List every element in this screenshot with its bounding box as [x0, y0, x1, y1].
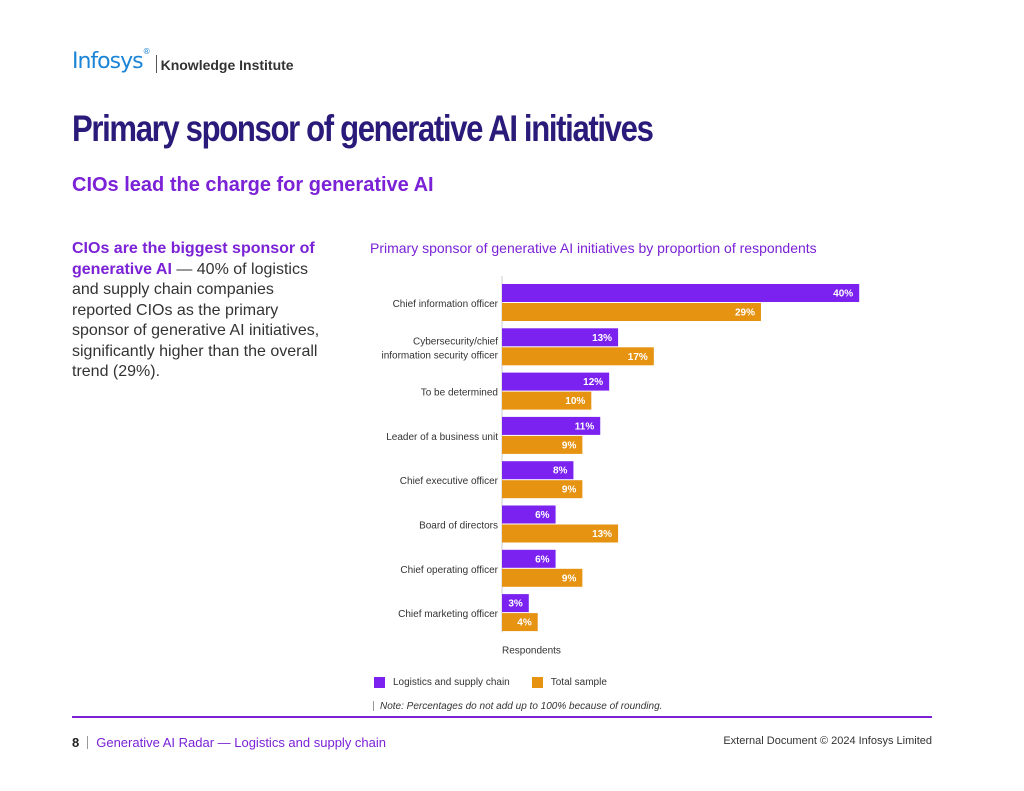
bar-0-6 — [502, 549, 556, 568]
sub-brand: Knowledge Institute — [160, 57, 294, 73]
bar-label-1-2: 10% — [565, 396, 585, 407]
legend-swatch-total — [531, 677, 543, 688]
page-subtitle: CIOs lead the charge for generative AI — [72, 174, 434, 196]
category-label-3: Leader of a business unit — [386, 432, 498, 443]
legend-item-logistics: Logistics and supply chain — [374, 677, 510, 688]
bar-1-2 — [502, 391, 592, 410]
bar-0-0 — [502, 284, 860, 302]
bar-0-5 — [502, 505, 556, 524]
footer-rule — [72, 716, 932, 718]
bar-1-4 — [502, 480, 583, 499]
x-axis-label: Respondents — [502, 645, 561, 656]
legend-label-logistics: Logistics and supply chain — [393, 677, 510, 688]
chart-title: Primary sponsor of generative AI initiat… — [370, 240, 817, 256]
brand-name: Infosys® — [72, 46, 151, 74]
legend-label-total: Total sample — [550, 677, 607, 688]
logo-divider — [155, 55, 157, 73]
bar-0-4 — [502, 461, 574, 480]
bar-label-1-5: 13% — [592, 529, 612, 540]
bar-label-0-6: 6% — [535, 554, 550, 565]
body-lead: CIOs are the biggest sponsor of generati… — [72, 240, 315, 278]
bar-0-2 — [502, 372, 610, 391]
bar-label-1-3: 9% — [562, 440, 577, 451]
bar-chart: 40% 29% Chief information officer 13% 17% Cyb… — [381, 276, 860, 656]
page-title: Primary sponsor of generative AI initiat… — [72, 108, 654, 149]
category-label-2: To be determined — [421, 388, 498, 399]
bar-label-1-6: 9% — [562, 573, 577, 584]
footer-divider — [87, 736, 89, 749]
legend-item-total: Total sample — [531, 677, 607, 688]
bar-1-5 — [502, 524, 619, 543]
page-number: 8 — [72, 735, 80, 750]
bar-label-1-7: 4% — [517, 618, 532, 629]
category-label-5: Board of directors — [419, 521, 498, 532]
bar-1-7 — [502, 613, 538, 632]
note-divider — [373, 701, 374, 712]
bar-0-1 — [502, 328, 619, 347]
bar-label-0-1: 13% — [592, 333, 612, 344]
bar-1-0 — [502, 303, 761, 321]
bar-1-6 — [502, 568, 583, 587]
bar-label-0-5: 6% — [535, 510, 550, 521]
category-label-6: Chief operating officer — [400, 565, 498, 576]
bar-label-0-2: 12% — [583, 377, 603, 388]
category-label-7: Chief marketing officer — [398, 609, 499, 620]
category-label-4: Chief executive officer — [400, 476, 499, 487]
bar-0-7 — [502, 594, 529, 613]
bar-label-0-4: 8% — [553, 466, 568, 477]
infosys-logo: Infosys® Knowledge Institute — [72, 46, 294, 74]
bar-1-1 — [502, 347, 654, 366]
bar-label-0-3: 11% — [575, 421, 595, 432]
bar-1-3 — [502, 435, 583, 454]
bar-0-3 — [502, 416, 601, 435]
category-label-1-0: Cybersecurity/chief — [413, 336, 498, 347]
bar-label-1-1: 17% — [628, 352, 648, 363]
bar-label-0-0: 40% — [833, 289, 853, 300]
bar-label-1-0: 29% — [735, 308, 755, 319]
body-text: — 40% of logistics and supply chain comp… — [72, 260, 320, 381]
category-label-0: Chief information officer — [393, 299, 499, 310]
copyright: External Document © 2024 Infosys Limited — [723, 735, 932, 747]
chart-note: Note: Percentages do not add up to 100% … — [373, 701, 662, 712]
body-paragraph: CIOs are the biggest sponsor of generati… — [72, 239, 334, 383]
legend-swatch-logistics — [374, 677, 385, 688]
chart-legend: Logistics and supply chain Total sample — [374, 677, 629, 688]
category-label-1-1: information security officer — [381, 350, 498, 361]
bar-label-1-4: 9% — [562, 485, 577, 496]
footer-left: 8 Generative AI Radar — Logistics and su… — [72, 735, 386, 750]
document-title: Generative AI Radar — Logistics and supp… — [96, 735, 387, 750]
note-text: Note: Percentages do not add up to 100% … — [380, 701, 663, 712]
bar-label-0-7: 3% — [508, 599, 523, 610]
